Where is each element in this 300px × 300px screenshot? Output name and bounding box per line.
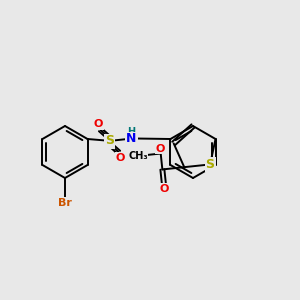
Text: H: H <box>128 127 136 137</box>
Text: O: O <box>116 153 125 163</box>
Text: N: N <box>126 133 137 146</box>
Text: Br: Br <box>58 198 72 208</box>
Text: S: S <box>206 158 214 171</box>
Text: O: O <box>160 184 169 194</box>
Text: S: S <box>105 134 114 148</box>
Text: CH₃: CH₃ <box>128 151 148 161</box>
Text: O: O <box>155 144 165 154</box>
Text: O: O <box>94 119 103 129</box>
